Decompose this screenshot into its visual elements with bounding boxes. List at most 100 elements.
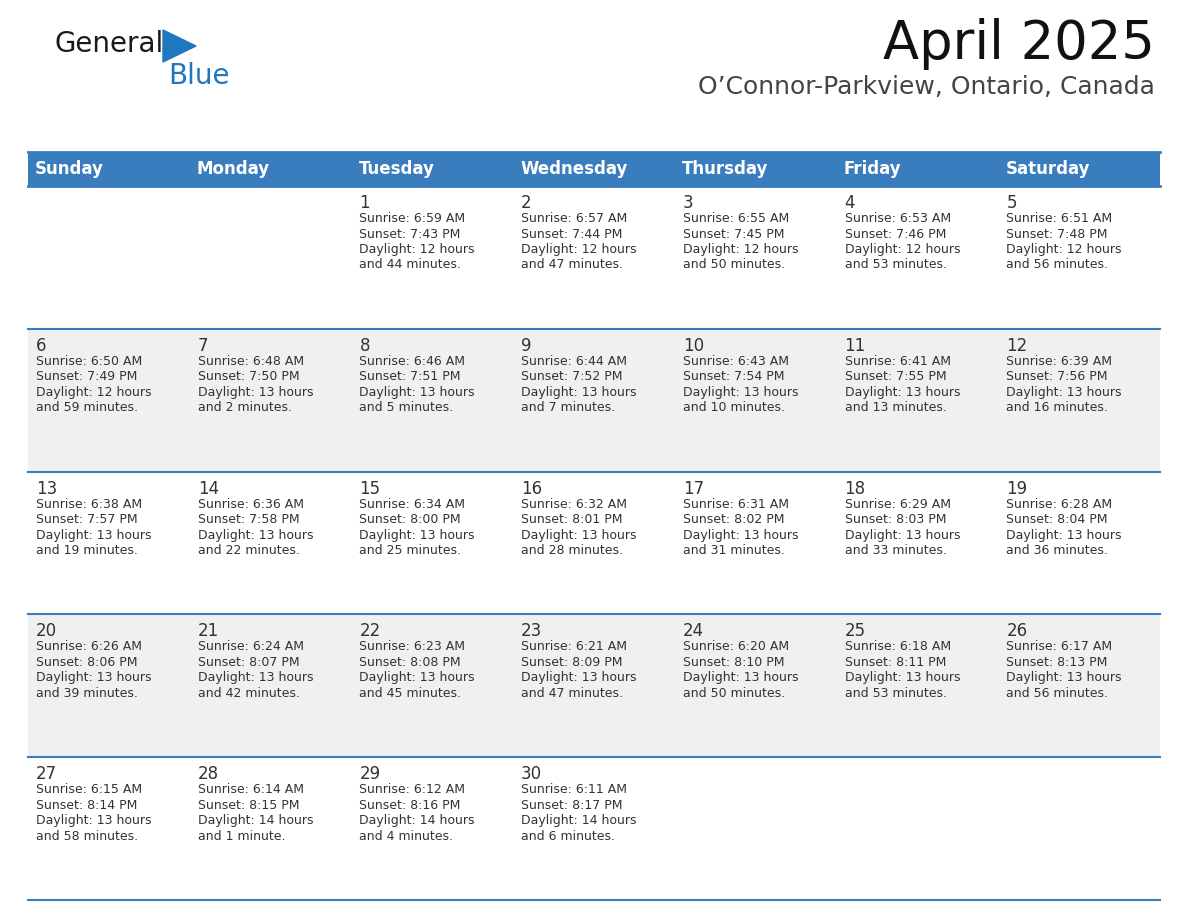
Bar xyxy=(190,614,352,757)
Text: Sunset: 8:04 PM: Sunset: 8:04 PM xyxy=(1006,513,1107,526)
Text: Sunset: 7:52 PM: Sunset: 7:52 PM xyxy=(522,370,623,384)
Text: 3: 3 xyxy=(683,194,694,212)
Text: Sunset: 7:48 PM: Sunset: 7:48 PM xyxy=(1006,228,1107,241)
Bar xyxy=(675,329,836,472)
Text: 19: 19 xyxy=(1006,479,1028,498)
Text: Daylight: 14 hours: Daylight: 14 hours xyxy=(522,814,637,827)
Text: Daylight: 13 hours: Daylight: 13 hours xyxy=(1006,386,1121,398)
Text: and 45 minutes.: and 45 minutes. xyxy=(360,687,461,700)
Text: Sunset: 8:13 PM: Sunset: 8:13 PM xyxy=(1006,655,1107,669)
Text: 23: 23 xyxy=(522,622,543,641)
Bar xyxy=(190,472,352,614)
Text: 10: 10 xyxy=(683,337,704,354)
Text: Sunset: 7:49 PM: Sunset: 7:49 PM xyxy=(36,370,138,384)
Text: and 4 minutes.: and 4 minutes. xyxy=(360,830,454,843)
Text: and 2 minutes.: and 2 minutes. xyxy=(197,401,292,414)
Text: and 33 minutes.: and 33 minutes. xyxy=(845,544,947,557)
Text: Monday: Monday xyxy=(197,160,270,178)
Text: and 53 minutes.: and 53 minutes. xyxy=(845,259,947,272)
Text: Sunset: 8:09 PM: Sunset: 8:09 PM xyxy=(522,655,623,669)
Text: Sunrise: 6:23 AM: Sunrise: 6:23 AM xyxy=(360,641,466,654)
Text: Sunset: 7:51 PM: Sunset: 7:51 PM xyxy=(360,370,461,384)
Text: and 10 minutes.: and 10 minutes. xyxy=(683,401,785,414)
Text: Daylight: 12 hours: Daylight: 12 hours xyxy=(522,243,637,256)
Text: Daylight: 13 hours: Daylight: 13 hours xyxy=(1006,671,1121,685)
Bar xyxy=(29,757,190,900)
Bar xyxy=(29,614,190,757)
Text: Sunset: 7:58 PM: Sunset: 7:58 PM xyxy=(197,513,299,526)
Bar xyxy=(513,472,675,614)
Text: General: General xyxy=(55,30,164,58)
Text: Sunrise: 6:20 AM: Sunrise: 6:20 AM xyxy=(683,641,789,654)
Bar xyxy=(675,614,836,757)
Text: 22: 22 xyxy=(360,622,380,641)
Text: Sunrise: 6:15 AM: Sunrise: 6:15 AM xyxy=(36,783,143,796)
Text: Sunset: 8:02 PM: Sunset: 8:02 PM xyxy=(683,513,784,526)
Bar xyxy=(998,614,1159,757)
Text: Sunrise: 6:46 AM: Sunrise: 6:46 AM xyxy=(360,354,466,368)
Bar xyxy=(29,329,190,472)
Text: 14: 14 xyxy=(197,479,219,498)
Text: 20: 20 xyxy=(36,622,57,641)
Text: Sunrise: 6:29 AM: Sunrise: 6:29 AM xyxy=(845,498,950,510)
Text: Sunset: 7:46 PM: Sunset: 7:46 PM xyxy=(845,228,946,241)
Text: Sunrise: 6:38 AM: Sunrise: 6:38 AM xyxy=(36,498,143,510)
Text: Sunset: 7:55 PM: Sunset: 7:55 PM xyxy=(845,370,946,384)
Text: Sunrise: 6:11 AM: Sunrise: 6:11 AM xyxy=(522,783,627,796)
Text: and 36 minutes.: and 36 minutes. xyxy=(1006,544,1108,557)
Text: Sunset: 7:54 PM: Sunset: 7:54 PM xyxy=(683,370,784,384)
Text: O’Connor-Parkview, Ontario, Canada: O’Connor-Parkview, Ontario, Canada xyxy=(699,75,1155,99)
Text: Sunrise: 6:41 AM: Sunrise: 6:41 AM xyxy=(845,354,950,368)
Bar xyxy=(513,186,675,329)
Text: Sunrise: 6:55 AM: Sunrise: 6:55 AM xyxy=(683,212,789,225)
Polygon shape xyxy=(163,30,196,62)
Text: Daylight: 13 hours: Daylight: 13 hours xyxy=(360,671,475,685)
Bar xyxy=(352,329,513,472)
Bar xyxy=(513,614,675,757)
Text: 8: 8 xyxy=(360,337,369,354)
Text: Daylight: 13 hours: Daylight: 13 hours xyxy=(36,671,152,685)
Bar xyxy=(675,757,836,900)
Bar xyxy=(513,757,675,900)
Text: 30: 30 xyxy=(522,766,542,783)
Text: 17: 17 xyxy=(683,479,704,498)
Text: Daylight: 13 hours: Daylight: 13 hours xyxy=(197,529,314,542)
Text: Sunset: 7:56 PM: Sunset: 7:56 PM xyxy=(1006,370,1107,384)
Text: Sunrise: 6:31 AM: Sunrise: 6:31 AM xyxy=(683,498,789,510)
Text: Sunrise: 6:53 AM: Sunrise: 6:53 AM xyxy=(845,212,950,225)
Text: Daylight: 12 hours: Daylight: 12 hours xyxy=(845,243,960,256)
Text: Daylight: 14 hours: Daylight: 14 hours xyxy=(197,814,314,827)
Text: 2: 2 xyxy=(522,194,532,212)
Text: Sunrise: 6:24 AM: Sunrise: 6:24 AM xyxy=(197,641,304,654)
Text: Sunset: 8:03 PM: Sunset: 8:03 PM xyxy=(845,513,946,526)
Text: Daylight: 13 hours: Daylight: 13 hours xyxy=(197,386,314,398)
Text: Sunrise: 6:43 AM: Sunrise: 6:43 AM xyxy=(683,354,789,368)
Text: and 19 minutes.: and 19 minutes. xyxy=(36,544,138,557)
Bar xyxy=(29,152,1159,186)
Text: 24: 24 xyxy=(683,622,704,641)
Text: Sunrise: 6:48 AM: Sunrise: 6:48 AM xyxy=(197,354,304,368)
Bar xyxy=(998,472,1159,614)
Text: Sunset: 8:06 PM: Sunset: 8:06 PM xyxy=(36,655,138,669)
Text: 6: 6 xyxy=(36,337,46,354)
Text: and 5 minutes.: and 5 minutes. xyxy=(360,401,454,414)
Text: and 16 minutes.: and 16 minutes. xyxy=(1006,401,1108,414)
Text: 4: 4 xyxy=(845,194,855,212)
Text: Thursday: Thursday xyxy=(682,160,769,178)
Text: and 25 minutes.: and 25 minutes. xyxy=(360,544,461,557)
Bar xyxy=(190,186,352,329)
Text: and 47 minutes.: and 47 minutes. xyxy=(522,687,624,700)
Text: Daylight: 13 hours: Daylight: 13 hours xyxy=(522,529,637,542)
Text: and 56 minutes.: and 56 minutes. xyxy=(1006,687,1108,700)
Text: and 28 minutes.: and 28 minutes. xyxy=(522,544,624,557)
Text: Daylight: 13 hours: Daylight: 13 hours xyxy=(36,814,152,827)
Bar xyxy=(998,186,1159,329)
Text: Saturday: Saturday xyxy=(1005,160,1089,178)
Text: and 1 minute.: and 1 minute. xyxy=(197,830,285,843)
Text: Daylight: 12 hours: Daylight: 12 hours xyxy=(1006,243,1121,256)
Text: Daylight: 12 hours: Daylight: 12 hours xyxy=(360,243,475,256)
Bar xyxy=(352,614,513,757)
Text: and 22 minutes.: and 22 minutes. xyxy=(197,544,299,557)
Text: Sunrise: 6:36 AM: Sunrise: 6:36 AM xyxy=(197,498,304,510)
Text: Sunset: 8:16 PM: Sunset: 8:16 PM xyxy=(360,799,461,812)
